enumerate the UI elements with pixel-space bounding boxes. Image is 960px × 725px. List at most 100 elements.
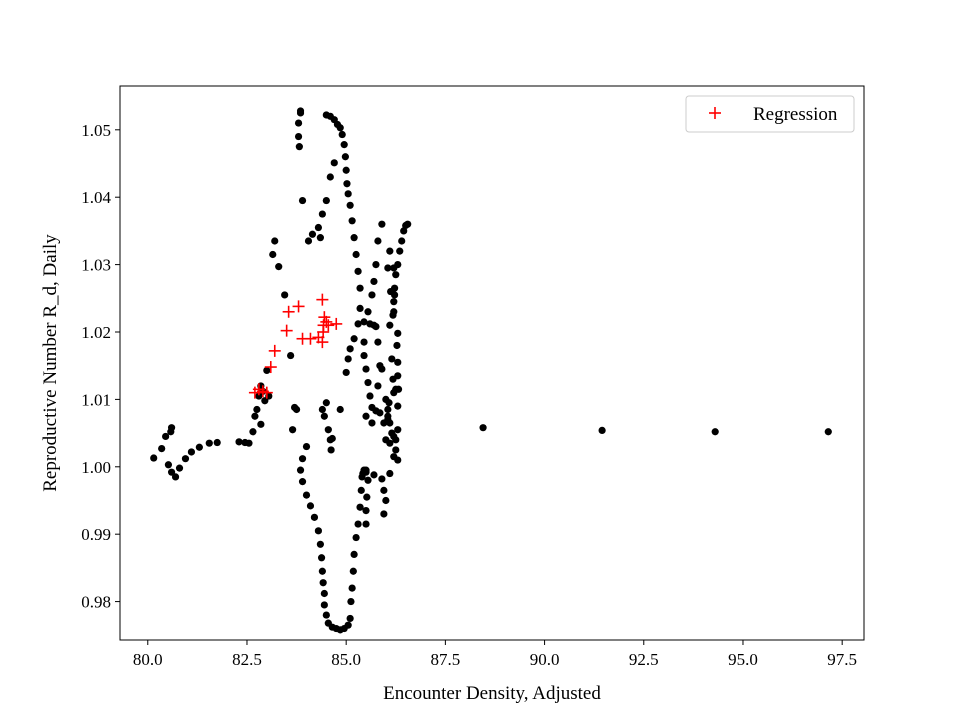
observed-point: [341, 153, 349, 161]
y-tick-label: 0.99: [81, 525, 111, 544]
x-axis: 80.0 82.5 85.0 87.5 90.0 92.5 95.0 97.5: [133, 640, 857, 669]
observed-point: [394, 329, 402, 337]
observed-point: [479, 424, 487, 432]
observed-point: [336, 405, 344, 414]
observed-point: [295, 143, 303, 151]
y-axis: 0.98 0.99 1.00 1.01 1.02 1.03 1.04 1.05: [81, 121, 120, 612]
legend-regression-marker: [709, 107, 721, 119]
observed-point: [150, 454, 158, 462]
observed-point: [298, 196, 307, 205]
observed-point: [171, 473, 180, 481]
legend-box: [685, 95, 855, 133]
observed-point: [364, 378, 372, 387]
observed-point: [398, 237, 406, 245]
observed-point: [362, 412, 370, 420]
observed-point: [392, 446, 400, 454]
observed-point: [348, 217, 356, 225]
observed-point: [249, 428, 257, 436]
observed-point: [380, 510, 388, 518]
observed-point: [382, 395, 390, 403]
y-tick-label: 1.01: [81, 390, 111, 409]
observed-point: [320, 412, 328, 420]
observed-point: [324, 426, 332, 434]
observed-point: [390, 298, 398, 306]
x-axis-title: Encounter Density, Adjusted: [383, 683, 601, 704]
observed-point: [281, 291, 289, 299]
observed-point: [382, 496, 390, 505]
observed-point: [245, 439, 253, 447]
y-tick-label: 1.04: [81, 188, 111, 207]
regression-point: [282, 305, 295, 318]
observed-point: [360, 338, 368, 346]
observed-point: [322, 111, 330, 119]
observed-point: [374, 338, 382, 346]
observed-point: [298, 478, 307, 486]
observed-point: [235, 438, 243, 446]
observed-point: [346, 345, 354, 353]
observed-point: [342, 368, 350, 377]
observed-point: [389, 311, 397, 319]
observed-point: [352, 533, 360, 542]
observed-point: [370, 277, 378, 286]
observed-point: [251, 412, 259, 420]
observed-point: [378, 475, 386, 483]
observed-point: [344, 621, 352, 629]
observed-point: [308, 230, 317, 238]
observed-point: [390, 284, 399, 292]
observed-point: [394, 402, 402, 410]
observed-point: [356, 284, 364, 292]
observed-point: [394, 358, 402, 366]
observed-point: [348, 584, 356, 592]
observed-point: [318, 210, 326, 218]
observed-point: [328, 434, 336, 443]
observed-point: [158, 444, 166, 453]
regression-point: [330, 317, 343, 330]
observed-point: [314, 527, 322, 535]
observed-point: [330, 159, 338, 167]
observed-point: [390, 291, 399, 299]
observed-point: [362, 466, 370, 474]
observed-point: [366, 392, 374, 400]
observed-point: [162, 432, 170, 441]
observed-point: [362, 506, 370, 515]
regression-point: [264, 361, 277, 374]
observed-point: [711, 428, 719, 436]
observed-point: [350, 335, 358, 343]
observed-point: [343, 180, 351, 188]
observed-point: [394, 426, 402, 434]
observed-point: [347, 597, 355, 606]
observed-point: [386, 247, 394, 255]
observed-point: [322, 196, 330, 205]
observed-point: [322, 399, 330, 407]
observed-point: [394, 456, 402, 464]
observed-point: [195, 443, 203, 451]
observed-point: [257, 420, 265, 428]
observed-point: [364, 476, 372, 484]
observed-point: [320, 589, 328, 598]
observed-point: [354, 520, 362, 528]
observed-point: [317, 554, 326, 562]
observed-point: [372, 323, 380, 331]
observed-point: [294, 119, 303, 127]
observed-point: [213, 438, 221, 447]
observed-point: [261, 397, 269, 405]
observed-point: [310, 513, 319, 521]
observed-point: [302, 442, 311, 451]
observed-point: [370, 471, 378, 479]
regression-point: [268, 344, 281, 357]
observed-point: [167, 468, 176, 476]
observed-point: [393, 341, 401, 350]
observed-point: [319, 579, 327, 587]
x-tick-label: 80.0: [133, 650, 163, 669]
observed-point: [357, 486, 365, 494]
observed-point: [289, 426, 297, 434]
observed-point: [362, 520, 370, 528]
x-tick-label: 97.5: [827, 650, 857, 669]
observed-point: [374, 382, 382, 390]
observed-point: [372, 261, 380, 269]
observed-point: [396, 247, 404, 255]
observed-point: [350, 234, 358, 242]
observed-point: [292, 405, 301, 414]
observed-point: [378, 220, 386, 228]
